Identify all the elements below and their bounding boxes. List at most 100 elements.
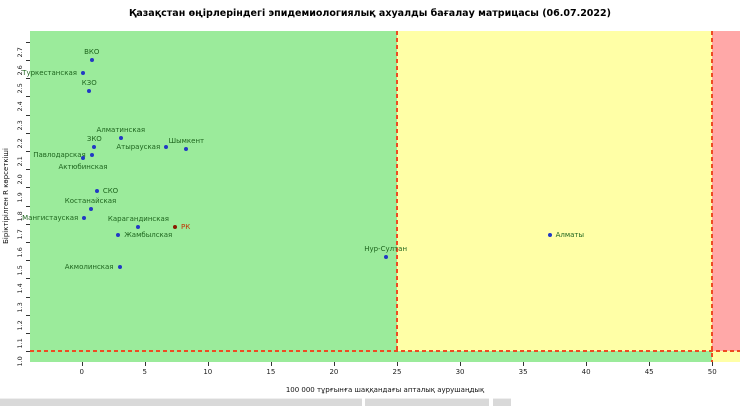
y-axis-tick-label: 1.0 — [16, 356, 24, 367]
data-point-label: РК — [181, 223, 191, 232]
x-axis-tick — [396, 362, 398, 366]
x-axis-tick-label: 40 — [581, 368, 591, 376]
y-axis-tick-label: 1.1 — [16, 338, 24, 349]
data-point-label: КЗО — [81, 79, 97, 88]
x-axis-tick-label: 5 — [142, 368, 147, 376]
data-point-label: Карагандинская — [107, 215, 169, 224]
data-point-label: Алматы — [555, 230, 584, 239]
data-point — [88, 207, 93, 212]
y-axis-tick — [26, 78, 30, 80]
data-point — [383, 254, 388, 259]
data-point — [547, 232, 552, 237]
x-axis-tick — [270, 362, 272, 366]
x-axis-tick — [649, 362, 651, 366]
y-axis-tick-label: 1.5 — [16, 265, 24, 276]
data-point-label: СКО — [102, 187, 119, 196]
data-point-label: Нур-Султан — [364, 244, 408, 253]
y-axis-tick-label: 2.5 — [16, 83, 24, 94]
x-axis-tick-label: 45 — [644, 368, 654, 376]
y-axis-tick-label: 2.3 — [16, 119, 24, 131]
x-axis-tick — [144, 362, 146, 366]
y-axis-tick — [26, 223, 30, 225]
data-point — [118, 136, 123, 141]
x-axis-tick — [586, 362, 588, 366]
x-axis-label: 100 000 тұрғынға шаққандағы апталық ауру… — [285, 386, 485, 394]
y-axis-tick — [26, 241, 30, 243]
zone-green-upper — [30, 31, 397, 352]
data-point-label: Жамбылская — [124, 230, 173, 239]
y-axis-tick-label: 2.2 — [16, 138, 24, 149]
x-axis-tick-label: 0 — [79, 368, 84, 376]
data-point — [94, 189, 99, 194]
zone-green-lower — [30, 351, 713, 362]
data-point — [80, 70, 85, 75]
y-axis-tick-label: 1.2 — [16, 319, 24, 331]
y-axis-tick-label: 1.4 — [16, 283, 24, 294]
data-point — [116, 232, 121, 237]
y-axis-tick — [26, 169, 30, 171]
y-axis-tick — [26, 187, 30, 189]
data-point-label: Акмолинская — [64, 263, 114, 272]
data-point-label: ЗКО — [86, 135, 102, 144]
x-axis-tick — [712, 362, 714, 366]
y-axis-tick — [26, 132, 30, 134]
data-point-label: Костанайская — [64, 197, 117, 206]
data-point-label: Мангистауская — [22, 214, 79, 223]
y-axis-tick — [26, 151, 30, 153]
bottom-bar-segment[interactable] — [365, 398, 489, 406]
x-axis-tick — [333, 362, 335, 366]
plot-area: 0 5 10 15 20 25 30 35 40 45 50 1.0 1.1 1.2 1.3 1.4 1.5 1.… — [16, 31, 740, 376]
data-point — [184, 147, 189, 152]
data-point — [173, 225, 178, 230]
x-axis-tick — [81, 362, 83, 366]
x-axis-tick-label: 10 — [203, 368, 213, 376]
data-point-label: Атырауская — [116, 143, 161, 152]
data-point-label: Туркестанская — [22, 68, 77, 77]
threshold-line-incidence-50 — [711, 31, 714, 362]
y-axis-tick-label: 2.7 — [16, 47, 24, 58]
y-axis-tick — [26, 314, 30, 316]
y-axis-tick-label: 1.3 — [16, 301, 24, 313]
data-point-label: ВКО — [84, 48, 100, 57]
y-axis-tick-label: 1.9 — [16, 192, 24, 203]
y-axis-tick-label: 1.6 — [16, 247, 24, 258]
data-point-label: Павлодарская — [33, 150, 86, 159]
data-point — [89, 152, 94, 157]
data-point-label: Актюбинская — [58, 163, 108, 172]
x-axis-tick-label: 30 — [455, 368, 465, 376]
data-point-label: Шымкент — [168, 137, 205, 146]
x-axis-tick — [207, 362, 209, 366]
y-axis-tick — [26, 60, 30, 62]
data-point — [87, 89, 92, 94]
y-axis-tick-label: 2.4 — [16, 101, 24, 112]
y-axis-tick — [26, 41, 30, 43]
bottom-bar-segment[interactable] — [0, 398, 362, 406]
data-point — [92, 145, 97, 150]
y-axis-tick — [26, 296, 30, 298]
y-axis-tick-label: 1.7 — [16, 228, 24, 240]
zone-yellow-upper — [396, 31, 713, 352]
y-axis-tick — [26, 96, 30, 98]
data-point — [80, 156, 85, 161]
y-axis-label: Біріктірілген R көрсеткіші — [2, 148, 10, 244]
bottom-bar-segment[interactable] — [493, 398, 511, 406]
y-axis-tick — [26, 351, 30, 353]
x-axis-tick-label: 25 — [392, 368, 402, 376]
zone-red-upper — [712, 31, 740, 352]
zone-yellow-lower — [712, 351, 740, 362]
y-axis-tick — [26, 260, 30, 262]
data-point — [164, 145, 169, 150]
x-axis-tick-label: 50 — [707, 368, 717, 376]
y-axis-tick — [26, 114, 30, 116]
data-point — [82, 216, 87, 221]
data-point-label: Алматинская — [96, 126, 146, 135]
x-axis-tick-label: 20 — [329, 368, 339, 376]
y-axis-tick-label: 2.1 — [16, 156, 24, 167]
y-axis-tick-label: 2.0 — [16, 174, 24, 185]
y-axis-tick — [26, 332, 30, 334]
x-axis-tick — [460, 362, 462, 366]
threshold-line-r-1 — [30, 350, 740, 353]
data-point — [89, 58, 94, 63]
threshold-line-incidence-25 — [395, 31, 398, 352]
